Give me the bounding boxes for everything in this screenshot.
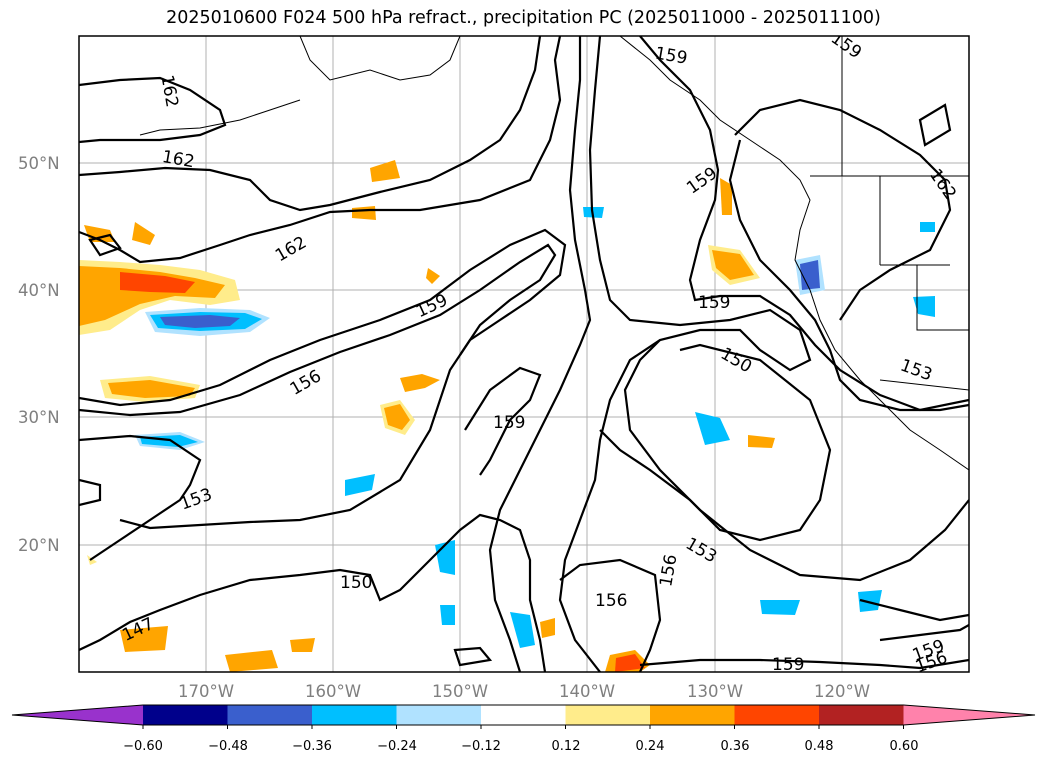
colorbar-segment xyxy=(481,705,566,725)
colorbar-tick: 0.12 xyxy=(552,739,581,754)
latitude-labels: 50°N 40°N 30°N 20°N xyxy=(18,154,60,555)
colorbar-tick: 0.24 xyxy=(636,739,665,754)
colorbar-segment xyxy=(819,705,904,725)
colorbar-tick: 0.48 xyxy=(805,739,834,754)
lon-label: 170°W xyxy=(178,682,234,701)
colorbar-segment xyxy=(734,705,820,725)
contour-label: 159 xyxy=(493,413,525,433)
contour-label: 159 xyxy=(772,655,804,675)
colorbar-ticks: −0.60 −0.48 −0.36 −0.24 −0.12 0.12 0.24 … xyxy=(123,739,918,754)
colorbar-segment xyxy=(396,705,482,725)
contour-label: 159 xyxy=(698,293,730,313)
colorbar-tick: −0.24 xyxy=(377,739,417,754)
lon-label: 150°W xyxy=(432,682,488,701)
colorbar-segment xyxy=(650,705,735,725)
lon-label: 160°W xyxy=(305,682,361,701)
colorbar-tick: 0.60 xyxy=(890,739,919,754)
map-area xyxy=(79,36,969,672)
chart-title: 2025010600 F024 500 hPa refract., precip… xyxy=(166,8,881,28)
colorbar-tick: −0.60 xyxy=(123,739,163,754)
map-border xyxy=(78,35,970,673)
contour-label: 156 xyxy=(595,591,627,611)
lat-label: 40°N xyxy=(18,281,60,300)
colorbar-tick: −0.12 xyxy=(461,739,501,754)
colorbar xyxy=(11,704,1036,729)
lon-label: 140°W xyxy=(559,682,615,701)
lon-label: 120°W xyxy=(814,682,870,701)
lat-label: 20°N xyxy=(18,536,60,555)
colorbar-segment xyxy=(12,705,143,725)
longitude-labels: 170°W 160°W 150°W 140°W 130°W 120°W xyxy=(178,682,870,701)
colorbar-segment xyxy=(903,705,1035,725)
coastlines xyxy=(139,36,969,471)
lon-label: 130°W xyxy=(687,682,743,701)
colorbar-tick: 0.36 xyxy=(721,739,750,754)
contour-lines xyxy=(79,36,969,672)
colorbar-segment xyxy=(143,705,228,725)
lat-label: 30°N xyxy=(18,408,60,427)
colorbar-tick: −0.36 xyxy=(292,739,332,754)
colorbar-segment xyxy=(312,705,397,725)
contour-label: 150 xyxy=(340,573,372,593)
colorbar-tick: −0.48 xyxy=(208,739,248,754)
colorbar-segment xyxy=(227,705,313,725)
precip-patches xyxy=(79,160,935,672)
colorbar-segment xyxy=(565,705,651,725)
lat-label: 50°N xyxy=(18,154,60,173)
